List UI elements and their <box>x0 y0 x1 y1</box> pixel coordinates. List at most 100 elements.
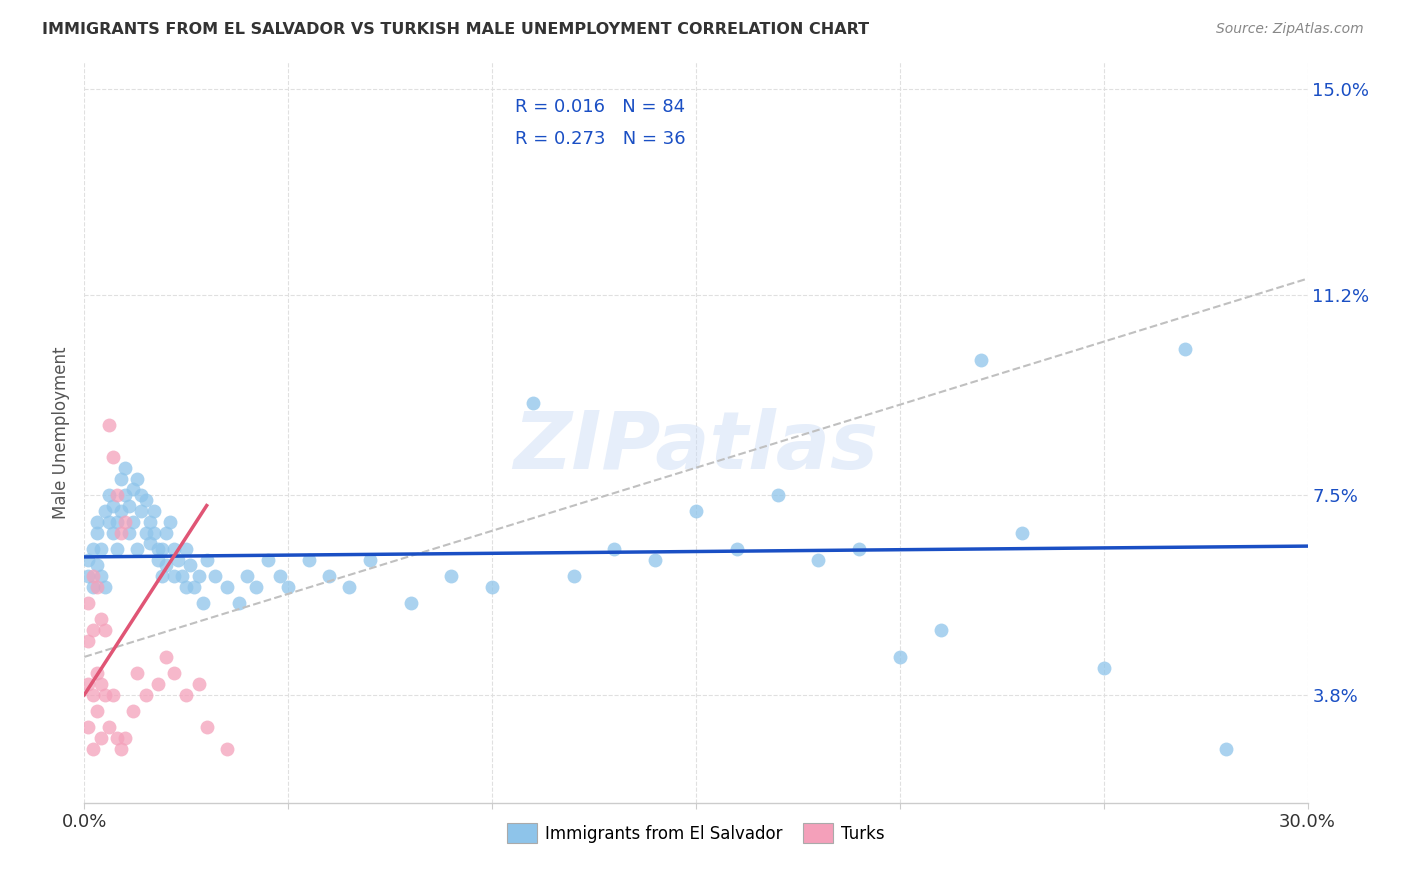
Point <box>146 677 169 691</box>
Point <box>187 569 209 583</box>
Point <box>77 677 100 691</box>
Point <box>118 525 141 540</box>
Point <box>195 720 218 734</box>
Point <box>685 504 707 518</box>
Point <box>86 580 108 594</box>
Point <box>155 649 177 664</box>
Text: Source: ZipAtlas.com: Source: ZipAtlas.com <box>1216 22 1364 37</box>
Text: ZIPatlas: ZIPatlas <box>513 409 879 486</box>
Text: R = 0.016   N = 84: R = 0.016 N = 84 <box>515 98 685 116</box>
Point <box>127 666 149 681</box>
Point <box>110 471 132 485</box>
Point <box>1092 661 1115 675</box>
Point <box>277 580 299 594</box>
Point <box>77 633 100 648</box>
Point <box>101 499 124 513</box>
Point <box>174 580 197 594</box>
Point <box>889 649 911 664</box>
Point <box>93 580 115 594</box>
Point <box>155 558 177 572</box>
Point <box>114 731 136 745</box>
Point <box>77 596 100 610</box>
Point <box>110 741 132 756</box>
Point <box>245 580 267 594</box>
Point <box>101 450 124 464</box>
Point <box>82 688 104 702</box>
Point <box>1011 525 1033 540</box>
Point <box>159 515 181 529</box>
Point <box>970 352 993 367</box>
Point <box>114 460 136 475</box>
Point <box>93 623 115 637</box>
Point <box>97 417 120 432</box>
Point <box>183 580 205 594</box>
Point <box>82 580 104 594</box>
Point <box>138 515 160 529</box>
Point <box>142 525 165 540</box>
Point <box>90 569 112 583</box>
Point <box>522 396 544 410</box>
Point <box>339 580 361 594</box>
Point <box>114 515 136 529</box>
Point <box>114 488 136 502</box>
Point <box>97 515 120 529</box>
Point <box>257 552 280 566</box>
Point <box>82 541 104 556</box>
Point <box>97 488 120 502</box>
Point <box>644 552 666 566</box>
Point <box>1215 741 1237 756</box>
Point <box>187 677 209 691</box>
Point <box>929 623 952 637</box>
Point <box>318 569 340 583</box>
Point <box>195 552 218 566</box>
Point <box>298 552 321 566</box>
Point <box>77 569 100 583</box>
Point <box>93 688 115 702</box>
Point <box>172 569 194 583</box>
Point <box>105 731 128 745</box>
Point <box>163 541 186 556</box>
Point <box>122 515 145 529</box>
Point <box>90 612 112 626</box>
Y-axis label: Male Unemployment: Male Unemployment <box>52 346 70 519</box>
Point <box>105 515 128 529</box>
Point <box>90 677 112 691</box>
Point <box>86 525 108 540</box>
Point <box>179 558 201 572</box>
Point <box>77 552 100 566</box>
Point <box>562 569 585 583</box>
Point <box>131 488 153 502</box>
Point <box>807 552 830 566</box>
Point <box>142 504 165 518</box>
Text: R = 0.273   N = 36: R = 0.273 N = 36 <box>515 129 686 148</box>
Point <box>135 688 157 702</box>
Point <box>90 731 112 745</box>
Point <box>138 536 160 550</box>
Point <box>127 541 149 556</box>
Point <box>90 541 112 556</box>
Point <box>110 525 132 540</box>
Point <box>146 541 169 556</box>
Point <box>167 552 190 566</box>
Point <box>174 688 197 702</box>
Point <box>86 558 108 572</box>
Point <box>101 688 124 702</box>
Point <box>122 704 145 718</box>
Point <box>77 720 100 734</box>
Point <box>82 569 104 583</box>
Point <box>86 515 108 529</box>
Point <box>440 569 463 583</box>
Point <box>135 493 157 508</box>
Point <box>86 704 108 718</box>
Point <box>150 541 173 556</box>
Point <box>191 596 214 610</box>
Point <box>93 504 115 518</box>
Point <box>848 541 870 556</box>
Point <box>118 499 141 513</box>
Point <box>127 471 149 485</box>
Point <box>135 525 157 540</box>
Point <box>603 541 626 556</box>
Point <box>155 525 177 540</box>
Point <box>122 483 145 497</box>
Point <box>110 504 132 518</box>
